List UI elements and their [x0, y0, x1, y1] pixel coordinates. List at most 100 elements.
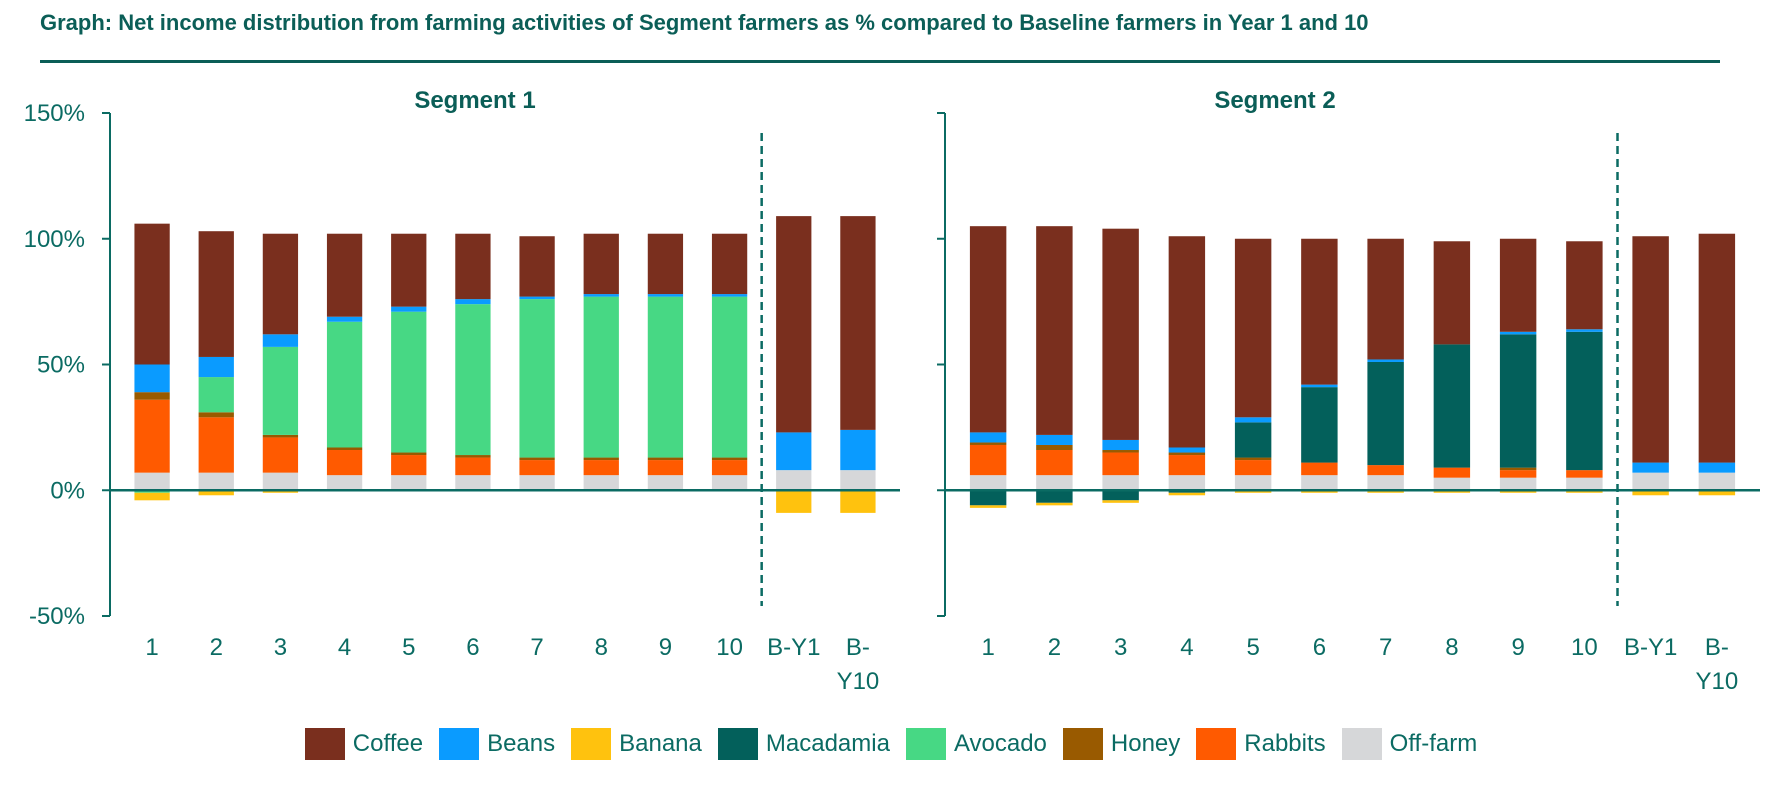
legend-item: Honey [1062, 728, 1180, 760]
bar-segment-beans [1367, 359, 1404, 362]
bar-segment-offfarm [1168, 475, 1206, 491]
bar-segment-beans [1632, 462, 1669, 473]
bar-segment-rabbits [262, 437, 299, 473]
bar-segment-beans [391, 306, 427, 312]
bar-segment-coffee [134, 223, 170, 365]
legend-label: Banana [619, 730, 702, 757]
bar-segment-honey [1168, 452, 1206, 456]
bar-segment-coffee [1566, 241, 1603, 330]
bar-segment-honey [455, 455, 491, 458]
bar-segment-offfarm [198, 472, 234, 491]
bar-segment-avocado [262, 346, 299, 435]
legend-label: Avocado [953, 730, 1047, 757]
bar-segment-offfarm [1698, 472, 1736, 491]
bar-segment-banana [1698, 490, 1736, 496]
x-tick-label: 4 [1180, 634, 1193, 661]
bar-segment-honey [647, 457, 684, 461]
legend-label: Macadamia [765, 730, 890, 757]
bar-segment-rabbits [969, 444, 1007, 476]
bar-segment-offfarm [711, 475, 748, 491]
bar-segment-coffee [711, 233, 748, 295]
x-tick-label: 10 [716, 634, 743, 661]
bar-segment-macadamia [1036, 490, 1073, 503]
bar-segment-honey [134, 392, 170, 400]
bar-segment-macadamia [1301, 387, 1338, 463]
bar-segment-rabbits [1102, 452, 1139, 476]
y-tick-label: -50% [29, 603, 85, 630]
bar-segment-rabbits [647, 460, 684, 476]
bar-segment-avocado [519, 299, 555, 458]
x-tick-label: B-Y1 [767, 634, 820, 661]
bar-segment-beans [1698, 462, 1736, 473]
bar-segment-banana [1632, 490, 1669, 496]
title-rule [40, 60, 1720, 63]
bar-segment-banana [1301, 490, 1338, 493]
x-tick-label: 8 [1445, 634, 1458, 661]
x-tick-label: 5 [1246, 634, 1259, 661]
bar-segment-offfarm [583, 475, 619, 491]
bar-segment-beans [326, 316, 363, 322]
x-tick-label: B- [846, 634, 870, 661]
bar-segment-macadamia [969, 490, 1007, 506]
bar-segment-beans [1499, 331, 1537, 335]
bar-segment-rabbits [1036, 450, 1073, 476]
bar-segment-banana [1367, 490, 1404, 493]
bar-segment-coffee [262, 233, 299, 335]
bar-segment-coffee [1168, 236, 1206, 448]
bar-segment-coffee [776, 216, 812, 433]
bar-segment-offfarm [262, 472, 299, 491]
bar-segment-rabbits [1499, 470, 1537, 478]
bar-segment-banana [1499, 490, 1537, 493]
chart-title: Graph: Net income distribution from farm… [40, 10, 1369, 35]
bar-segment-rabbits [1168, 455, 1206, 476]
bar-segment-rabbits [198, 417, 234, 473]
bar-segment-banana [262, 490, 299, 493]
legend-label: Off-farm [1389, 730, 1478, 757]
legend-item: Off-farm [1341, 728, 1478, 760]
bar-segment-offfarm [391, 475, 427, 491]
bar-segment-honey [1499, 467, 1537, 471]
legend-swatch [1196, 728, 1237, 760]
bar-segment-banana [1234, 490, 1272, 493]
bar-segment-honey [519, 457, 555, 461]
bar-segment-beans [647, 294, 684, 297]
bar-segment-beans [583, 294, 619, 297]
x-tick-label: 7 [530, 634, 543, 661]
x-tick-label: Y10 [1696, 668, 1739, 695]
bar-segment-honey [262, 434, 299, 438]
bar-segment-macadamia [1168, 490, 1206, 493]
x-tick-label: 6 [1313, 634, 1326, 661]
y-tick-label: 150% [24, 100, 85, 127]
legend-swatch [1062, 728, 1103, 760]
bar-segment-beans [1234, 417, 1272, 423]
bar-segment-macadamia [1367, 361, 1404, 466]
bar-segment-offfarm [1566, 477, 1603, 491]
bar-segment-beans [1301, 384, 1338, 388]
bar-segment-offfarm [1234, 475, 1272, 491]
legend-swatch [717, 728, 758, 760]
x-tick-label: B- [1705, 634, 1729, 661]
bar-segment-avocado [455, 304, 491, 456]
bar-segment-coffee [519, 236, 555, 297]
x-tick-label: 3 [274, 634, 287, 661]
panel-title: Segment 2 [1214, 87, 1335, 114]
bar-segment-banana [969, 505, 1007, 508]
bar-segment-honey [1102, 450, 1139, 453]
bar-segment-rabbits [326, 450, 363, 476]
bar-segment-avocado [647, 296, 684, 458]
bar-segment-honey [1036, 444, 1073, 451]
bar-segment-honey [583, 457, 619, 461]
bar-segment-offfarm [776, 470, 812, 491]
bar-segment-beans [1036, 434, 1073, 445]
x-tick-label: 3 [1114, 634, 1127, 661]
bar-segment-coffee [1367, 238, 1404, 360]
x-tick-label: 4 [338, 634, 351, 661]
legend-item: Macadamia [717, 728, 890, 760]
legend-swatch [571, 728, 612, 760]
bar-segment-macadamia [1234, 422, 1272, 458]
x-tick-label: B-Y1 [1624, 634, 1677, 661]
panel-title: Segment 1 [414, 87, 535, 114]
bar-segment-banana [840, 490, 876, 513]
bar-segment-beans [1168, 447, 1206, 453]
y-tick-label: 50% [37, 352, 85, 379]
